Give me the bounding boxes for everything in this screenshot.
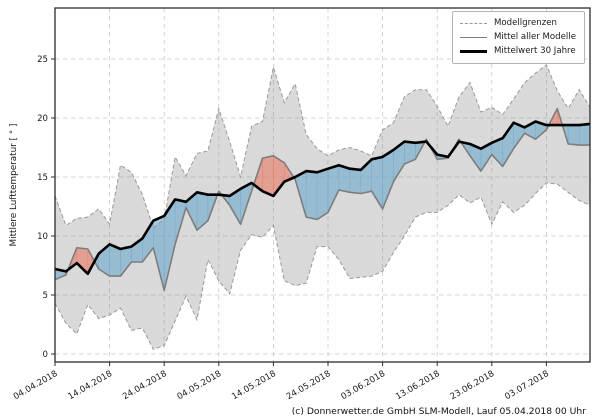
legend: Modellgrenzen Mittel aller Modelle Mitte… [451, 11, 585, 64]
legend-label: Mittelwert 30 Jahre [493, 46, 576, 56]
svg-text:24.05.2018: 24.05.2018 [285, 369, 333, 402]
legend-label: Modellgrenzen [493, 18, 557, 28]
bold-line-swatch-icon [459, 49, 487, 53]
mean-30yr-line [54, 120, 591, 276]
svg-text:15: 15 [37, 173, 48, 183]
legend-item-mittelwert-30-jahre: Mittelwert 30 Jahre [459, 44, 576, 58]
svg-text:10: 10 [37, 232, 48, 242]
svg-text:03.07.2018: 03.07.2018 [503, 369, 551, 402]
svg-text:23.06.2018: 23.06.2018 [449, 369, 497, 402]
svg-text:20: 20 [37, 114, 48, 124]
svg-text:25: 25 [37, 55, 48, 65]
legend-item-mittel-aller-modelle: Mittel aller Modelle [459, 30, 576, 44]
solid-line-swatch-icon [459, 36, 487, 38]
dashed-line-swatch-icon [459, 22, 487, 24]
model-lower-bound-line [54, 182, 591, 350]
y-tick-labels: 0 5 10 15 20 25 [37, 55, 48, 360]
svg-text:14.05.2018: 14.05.2018 [230, 369, 278, 402]
model-upper-bound-line [54, 64, 591, 229]
svg-text:04.04.2018: 04.04.2018 [12, 369, 60, 402]
svg-text:0: 0 [43, 350, 48, 360]
svg-text:04.05.2018: 04.05.2018 [176, 369, 224, 402]
axis-ticks [51, 58, 547, 366]
svg-text:13.06.2018: 13.06.2018 [394, 369, 442, 402]
svg-text:14.04.2018: 14.04.2018 [66, 369, 114, 402]
plot-border [54, 7, 591, 363]
svg-text:5: 5 [43, 291, 48, 301]
y-axis-label: Mittlere Lufttemperatur [ ° ] [9, 123, 19, 247]
svg-text:03.06.2018: 03.06.2018 [339, 369, 387, 402]
legend-item-modellgrenzen: Modellgrenzen [459, 16, 576, 30]
copyright-caption: (c) Donnerwetter.de GmbH SLM-Modell, Lau… [291, 406, 586, 417]
svg-text:24.04.2018: 24.04.2018 [121, 369, 169, 402]
legend-label: Mittel aller Modelle [493, 32, 576, 42]
x-tick-labels: 04.04.2018 14.04.2018 24.04.2018 04.05.2018… [12, 369, 551, 402]
model-mean-line [54, 107, 591, 292]
